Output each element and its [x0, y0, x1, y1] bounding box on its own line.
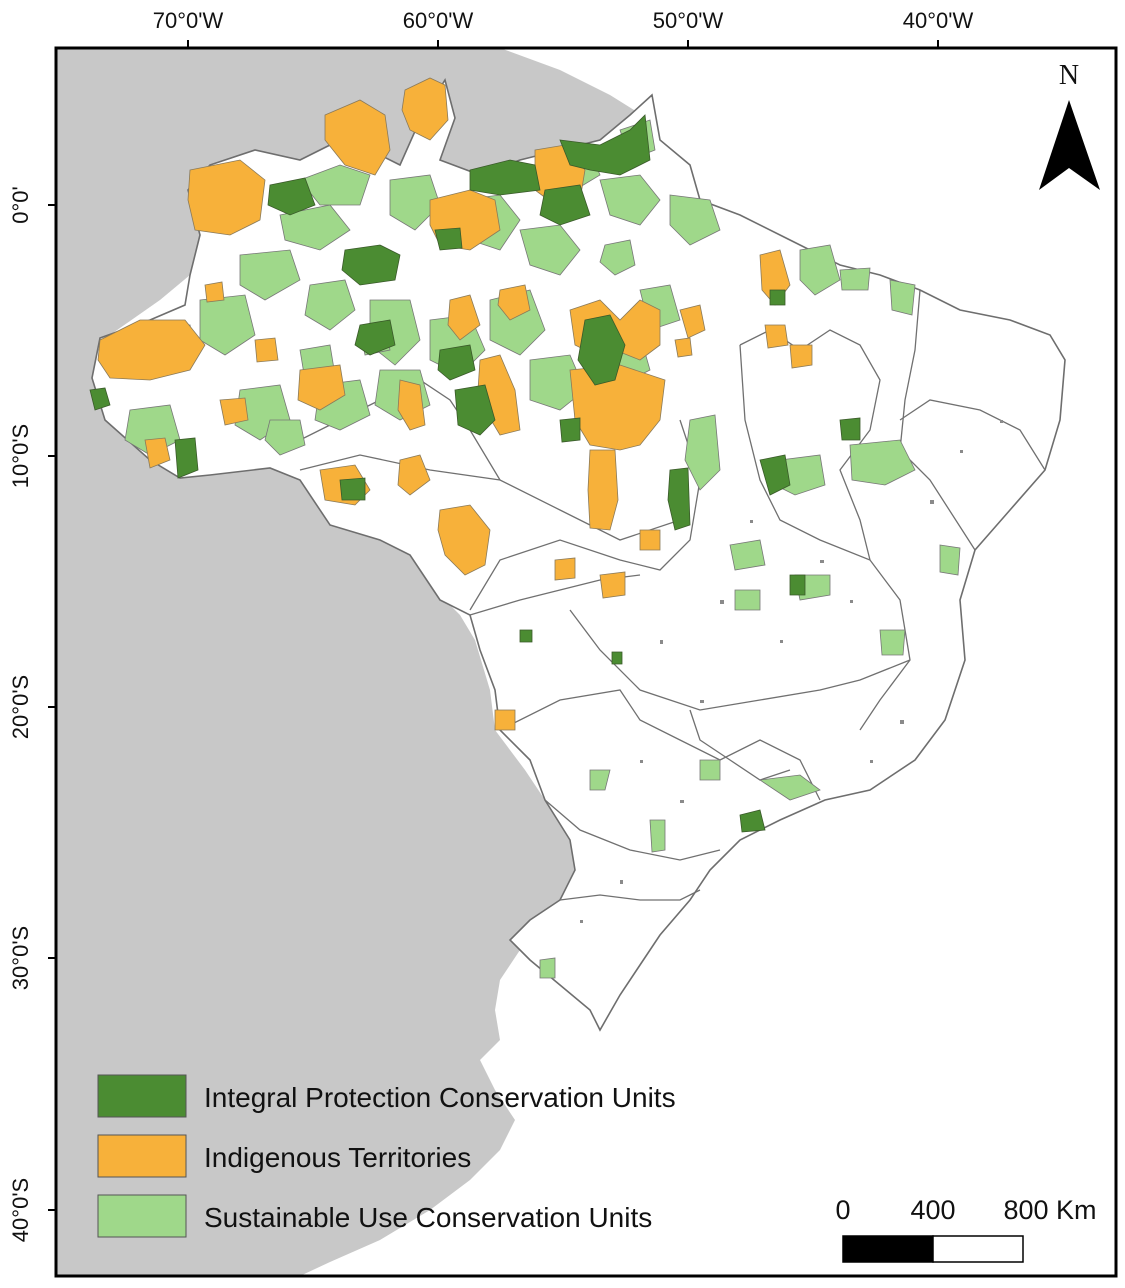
scale-label-0: 0	[835, 1195, 850, 1225]
latitude-label-30s: 30°0'S	[8, 926, 33, 990]
longitude-label-50w: 50°0'W	[653, 8, 724, 33]
latitude-label-20s: 20°0'S	[8, 675, 33, 739]
scale-bar: 0 400 800 Km	[835, 1195, 1097, 1263]
latitude-ticks	[48, 204, 56, 1211]
latitude-label-10s: 10°0'S	[8, 424, 33, 488]
latitude-label-0: 0°0'	[8, 186, 33, 223]
north-label: N	[1059, 60, 1079, 91]
legend-label-indigenous: Indigenous Territories	[204, 1142, 471, 1173]
scale-segment-white	[932, 1235, 1024, 1263]
legend: Integral Protection Conservation Units I…	[97, 1074, 676, 1238]
scale-segment-black	[842, 1235, 934, 1263]
map-frame-border	[54, 46, 1118, 1278]
scale-label-800: 800 Km	[1003, 1195, 1096, 1225]
north-arrow-icon	[1039, 100, 1100, 190]
scale-label-400: 400	[910, 1195, 955, 1225]
neighbor-land	[56, 48, 650, 1276]
north-arrow: N	[1039, 60, 1100, 190]
indigenous-territories	[97, 77, 813, 731]
longitude-ticks	[187, 40, 939, 48]
longitude-label-40w: 40°0'W	[903, 8, 974, 33]
latitude-label-40s: 40°0'S	[8, 1178, 33, 1242]
longitude-label-60w: 60°0'W	[403, 8, 474, 33]
legend-swatch-integral	[97, 1074, 187, 1118]
legend-swatch-indigenous	[97, 1134, 187, 1178]
longitude-label-70w: 70°0'W	[153, 8, 224, 33]
small-protected-fragments	[580, 420, 1003, 923]
legend-swatch-sustainable	[97, 1194, 187, 1238]
legend-label-integral: Integral Protection Conservation Units	[204, 1082, 676, 1113]
legend-label-sustainable: Sustainable Use Conservation Units	[204, 1202, 652, 1233]
integral-protection-units	[89, 114, 861, 833]
